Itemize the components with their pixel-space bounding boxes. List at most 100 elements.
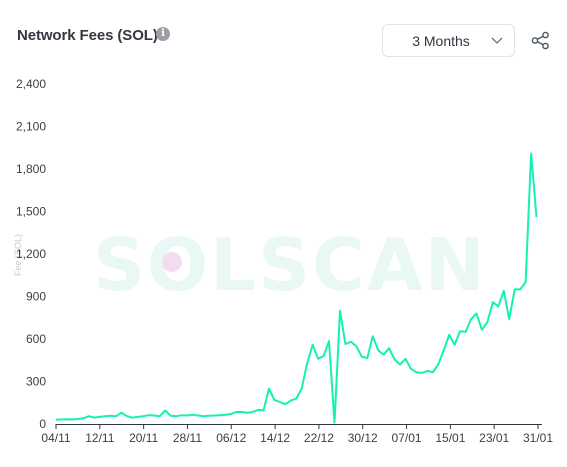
data-point[interactable] xyxy=(168,413,174,419)
data-point[interactable] xyxy=(484,319,490,325)
data-point[interactable] xyxy=(266,386,272,392)
data-point[interactable] xyxy=(293,396,299,402)
period-select[interactable]: 3 Months xyxy=(382,24,515,57)
data-point[interactable] xyxy=(490,299,496,305)
data-point[interactable] xyxy=(113,413,119,419)
data-point[interactable] xyxy=(200,413,206,419)
data-point[interactable] xyxy=(370,333,376,339)
data-point[interactable] xyxy=(64,416,70,422)
data-point[interactable] xyxy=(468,316,474,322)
x-tick-label: 04/11 xyxy=(41,431,70,445)
data-point[interactable] xyxy=(179,412,185,418)
watermark-dot xyxy=(162,252,182,272)
data-point[interactable] xyxy=(69,417,75,423)
data-point[interactable] xyxy=(233,409,239,415)
data-point[interactable] xyxy=(386,345,392,351)
data-point[interactable] xyxy=(342,341,348,347)
chevron-down-icon xyxy=(491,37,503,44)
data-point[interactable] xyxy=(479,327,485,333)
data-point[interactable] xyxy=(244,410,250,416)
data-point[interactable] xyxy=(162,408,168,414)
data-point[interactable] xyxy=(282,401,288,407)
data-point[interactable] xyxy=(80,415,86,421)
data-point[interactable] xyxy=(474,311,480,317)
data-point[interactable] xyxy=(424,368,430,374)
data-point[interactable] xyxy=(506,316,512,322)
data-point[interactable] xyxy=(321,353,327,359)
data-point[interactable] xyxy=(375,347,381,353)
share-icon[interactable] xyxy=(531,31,550,50)
data-point[interactable] xyxy=(413,369,419,375)
data-point[interactable] xyxy=(217,412,223,418)
data-point[interactable] xyxy=(190,412,196,418)
data-point[interactable] xyxy=(408,366,414,372)
data-point[interactable] xyxy=(146,412,152,418)
data-point[interactable] xyxy=(277,399,283,405)
data-point[interactable] xyxy=(348,339,354,345)
x-tick-label: 31/01 xyxy=(523,431,553,445)
data-point[interactable] xyxy=(206,413,212,419)
data-point[interactable] xyxy=(523,279,529,285)
data-point[interactable] xyxy=(222,412,228,418)
data-point[interactable] xyxy=(392,357,398,363)
data-point[interactable] xyxy=(86,413,92,419)
data-point[interactable] xyxy=(337,308,343,314)
data-point[interactable] xyxy=(528,150,534,156)
data-point[interactable] xyxy=(102,413,108,419)
data-point[interactable] xyxy=(59,417,65,423)
data-point[interactable] xyxy=(397,362,403,368)
data-point[interactable] xyxy=(261,408,267,414)
data-point[interactable] xyxy=(463,329,469,335)
data-point[interactable] xyxy=(517,286,523,292)
data-point[interactable] xyxy=(501,288,507,294)
data-point[interactable] xyxy=(304,360,310,366)
data-point[interactable] xyxy=(250,409,256,415)
info-icon[interactable]: i xyxy=(156,27,170,41)
data-point[interactable] xyxy=(91,415,97,421)
data-point[interactable] xyxy=(381,352,387,358)
data-point[interactable] xyxy=(140,413,146,419)
data-point[interactable] xyxy=(310,342,316,348)
data-point[interactable] xyxy=(195,413,201,419)
data-point[interactable] xyxy=(151,413,157,419)
data-point[interactable] xyxy=(119,410,125,416)
data-point[interactable] xyxy=(419,370,425,376)
data-point[interactable] xyxy=(435,362,441,368)
data-point[interactable] xyxy=(53,417,59,423)
data-point[interactable] xyxy=(135,414,141,420)
data-point[interactable] xyxy=(299,386,305,392)
data-point[interactable] xyxy=(512,286,518,292)
data-point[interactable] xyxy=(184,413,190,419)
solscan-watermark: SOLSCAN xyxy=(93,223,485,307)
data-point[interactable] xyxy=(157,413,163,419)
x-tick-label: 12/11 xyxy=(85,431,114,445)
data-point[interactable] xyxy=(211,413,217,419)
data-point[interactable] xyxy=(403,356,409,362)
data-point[interactable] xyxy=(97,414,103,420)
data-point[interactable] xyxy=(129,415,135,421)
data-point[interactable] xyxy=(288,398,294,404)
data-point[interactable] xyxy=(124,413,130,419)
y-tick-label: 1,800 xyxy=(16,162,46,176)
data-point[interactable] xyxy=(239,409,245,415)
data-point[interactable] xyxy=(430,369,436,375)
data-point[interactable] xyxy=(495,303,501,309)
data-point[interactable] xyxy=(364,355,370,361)
data-point[interactable] xyxy=(446,332,452,338)
data-point[interactable] xyxy=(534,214,540,220)
data-point[interactable] xyxy=(108,413,114,419)
data-point[interactable] xyxy=(255,407,261,413)
data-point[interactable] xyxy=(173,413,179,419)
data-point[interactable] xyxy=(332,420,338,426)
data-point[interactable] xyxy=(353,343,359,349)
data-point[interactable] xyxy=(326,338,332,344)
data-point[interactable] xyxy=(457,328,463,334)
data-point[interactable] xyxy=(75,416,81,422)
data-point[interactable] xyxy=(271,397,277,403)
x-tick-label: 06/12 xyxy=(216,431,246,445)
data-point[interactable] xyxy=(452,342,458,348)
data-point[interactable] xyxy=(359,354,365,360)
data-point[interactable] xyxy=(315,356,321,362)
data-point[interactable] xyxy=(228,411,234,417)
data-point[interactable] xyxy=(441,347,447,353)
